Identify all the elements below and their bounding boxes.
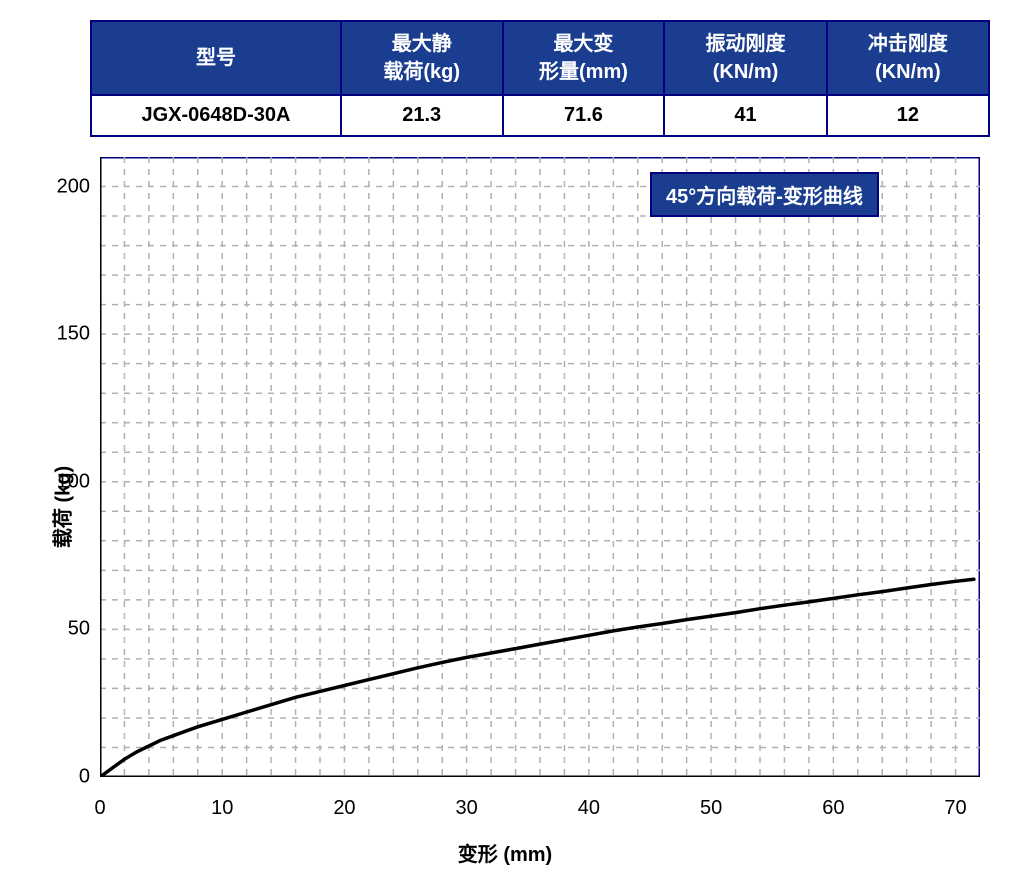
x-tick-label: 40	[578, 797, 600, 820]
x-axis-label: 变形 (mm)	[458, 838, 552, 867]
x-tick-label: 70	[944, 797, 966, 820]
x-tick-label: 20	[333, 797, 355, 820]
y-tick-label: 100	[57, 470, 90, 493]
y-tick-label: 50	[68, 618, 90, 641]
table-cell: 21.3	[341, 95, 503, 136]
chart: 载荷 (kg) 变形 (mm) 050100150200 01020304050…	[20, 147, 990, 867]
table-header: 最大静载荷(kg)	[341, 21, 503, 95]
table-header: 冲击刚度(KN/m)	[827, 21, 989, 95]
table-header: 型号	[91, 21, 341, 95]
table-cell: 12	[827, 95, 989, 136]
table-cell: JGX-0648D-30A	[91, 95, 341, 136]
x-tick-label: 0	[94, 797, 105, 820]
table-header: 最大变形量(mm)	[503, 21, 665, 95]
y-tick-label: 200	[57, 175, 90, 198]
y-tick-label: 0	[79, 766, 90, 789]
y-tick-label: 150	[57, 323, 90, 346]
x-tick-label: 10	[211, 797, 233, 820]
x-tick-label: 30	[456, 797, 478, 820]
table-cell: 71.6	[503, 95, 665, 136]
table-cell: 41	[664, 95, 826, 136]
x-tick-label: 60	[822, 797, 844, 820]
chart-svg	[100, 157, 980, 777]
table-header: 振动刚度(KN/m)	[664, 21, 826, 95]
chart-legend: 45°方向载荷-变形曲线	[650, 172, 879, 217]
x-tick-label: 50	[700, 797, 722, 820]
spec-table: 型号最大静载荷(kg)最大变形量(mm)振动刚度(KN/m)冲击刚度(KN/m)…	[90, 20, 990, 137]
